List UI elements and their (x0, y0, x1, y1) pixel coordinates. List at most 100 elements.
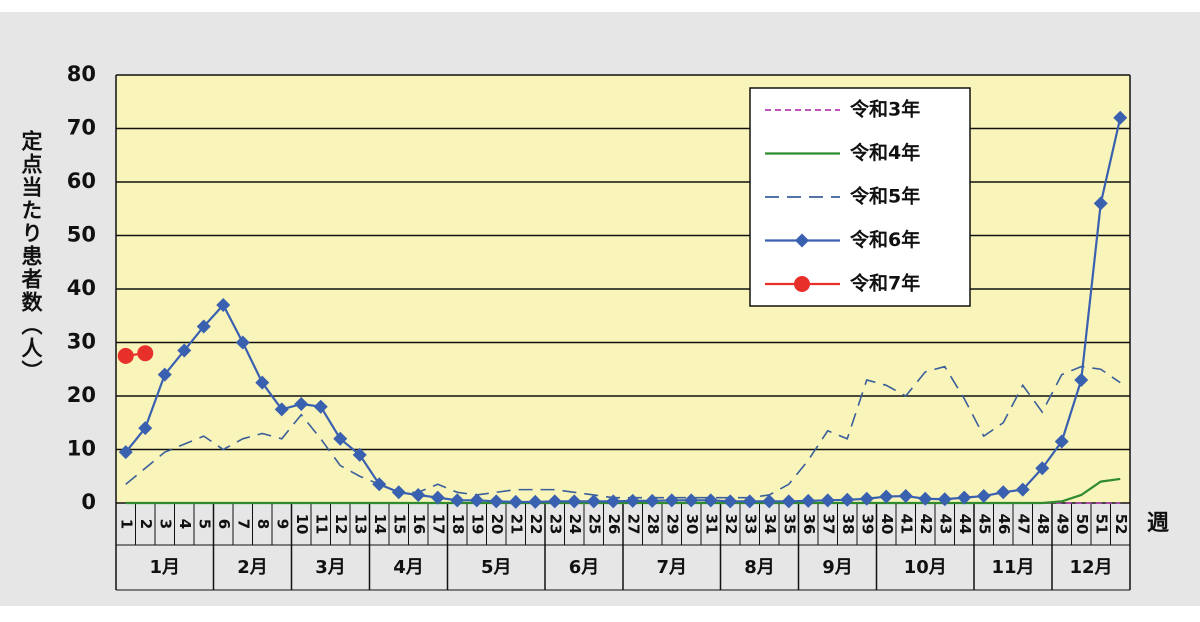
marker (742, 494, 757, 509)
marker (723, 494, 738, 509)
marker (703, 493, 718, 508)
marker (391, 485, 406, 500)
x-tick-label: 41 (897, 514, 915, 535)
marker (489, 494, 504, 509)
y-tick-label: 70 (67, 116, 96, 140)
x-tick-label: 38 (839, 514, 857, 535)
marker (996, 485, 1011, 500)
x-tick-label: 19 (468, 514, 486, 535)
x-tick-label: 45 (975, 514, 993, 535)
series-line (125, 365, 1121, 499)
marker (118, 445, 133, 460)
marker (1113, 110, 1128, 125)
y-tick-label: 60 (67, 169, 96, 193)
x-tick-label: 44 (956, 514, 974, 535)
x-tick-label: 15 (390, 514, 408, 535)
marker (840, 492, 855, 507)
marker (625, 493, 640, 508)
marker (1093, 196, 1108, 211)
x-tick-label: 52 (1112, 514, 1130, 535)
marker (138, 421, 153, 436)
marker (781, 494, 796, 509)
marker (547, 494, 562, 509)
marker (918, 491, 933, 506)
marker (1054, 434, 1069, 449)
marker (255, 375, 270, 390)
month-label: 6月 (569, 557, 600, 578)
x-tick-label: 30 (683, 514, 701, 535)
x-tick-label: 1 (117, 519, 135, 529)
marker (684, 493, 699, 508)
x-tick-label: 18 (449, 514, 467, 535)
x-tick-label: 12 (332, 514, 350, 535)
y-tick-label: 10 (67, 437, 96, 461)
month-label: 1月 (149, 557, 180, 578)
marker (528, 494, 543, 509)
x-tick-label: 43 (936, 514, 954, 535)
x-tick-label: 32 (722, 514, 740, 535)
x-tick-label: 26 (605, 514, 623, 535)
y-axis-label: 定点当たり患者数（人） (19, 129, 43, 383)
x-tick-label: 13 (351, 514, 369, 535)
legend-label: 令和5年 (850, 185, 920, 208)
marker (294, 397, 309, 412)
x-tick-label: 27 (624, 514, 642, 535)
marker (1015, 482, 1030, 497)
marker (117, 347, 134, 364)
x-tick-label: 2 (137, 519, 155, 529)
marker (274, 402, 289, 417)
marker (157, 367, 172, 382)
x-tick-label: 39 (858, 514, 876, 535)
x-tick-label: 50 (1073, 514, 1091, 535)
marker (352, 447, 367, 462)
month-label: 9月 (822, 557, 853, 578)
x-tick-label: 10 (293, 514, 311, 535)
legend-label: 令和7年 (850, 272, 920, 295)
x-tick-label: 40 (878, 514, 896, 535)
series-line (124, 117, 1122, 504)
marker (762, 494, 777, 509)
marker (177, 343, 192, 358)
series-line (125, 477, 1121, 505)
marker (450, 493, 465, 508)
marker (801, 493, 816, 508)
marker (235, 335, 250, 350)
marker (313, 399, 328, 414)
x-tick-label: 49 (1053, 514, 1071, 535)
legend-label: 令和6年 (850, 228, 920, 251)
legend-label: 令和3年 (850, 98, 920, 121)
month-label: 4月 (393, 557, 424, 578)
marker (137, 345, 154, 362)
x-tick-label: 8 (254, 519, 272, 529)
y-tick-label: 0 (81, 490, 96, 514)
legend-box (749, 87, 971, 307)
marker (567, 494, 582, 509)
x-tick-label: 46 (995, 514, 1013, 535)
x-tick-label: 20 (488, 514, 506, 535)
y-tick-label: 80 (67, 62, 96, 86)
marker (879, 489, 894, 504)
month-label: 3月 (315, 557, 346, 578)
month-label: 12月 (1069, 557, 1112, 578)
x-tick-label: 28 (644, 514, 662, 535)
x-tick-label: 6 (215, 519, 233, 529)
legend-label: 令和4年 (850, 141, 920, 164)
x-tick-label: 9 (273, 519, 291, 529)
x-tick-label: 11 (312, 514, 330, 535)
x-tick-label: 23 (546, 514, 564, 535)
x-tick-label: 42 (917, 514, 935, 535)
month-label: 2月 (237, 557, 268, 578)
x-tick-label: 36 (800, 514, 818, 535)
marker (645, 493, 660, 508)
month-label: 7月 (656, 557, 687, 578)
y-tick-label: 40 (67, 276, 96, 300)
x-tick-label: 16 (410, 514, 428, 535)
x-tick-label: 17 (429, 514, 447, 535)
legend-marker (795, 233, 809, 248)
marker (1074, 372, 1089, 387)
marker (937, 492, 952, 507)
y-tick-label: 50 (67, 223, 96, 247)
x-tick-label: 33 (741, 514, 759, 535)
x-tick-label: 48 (1034, 514, 1052, 535)
